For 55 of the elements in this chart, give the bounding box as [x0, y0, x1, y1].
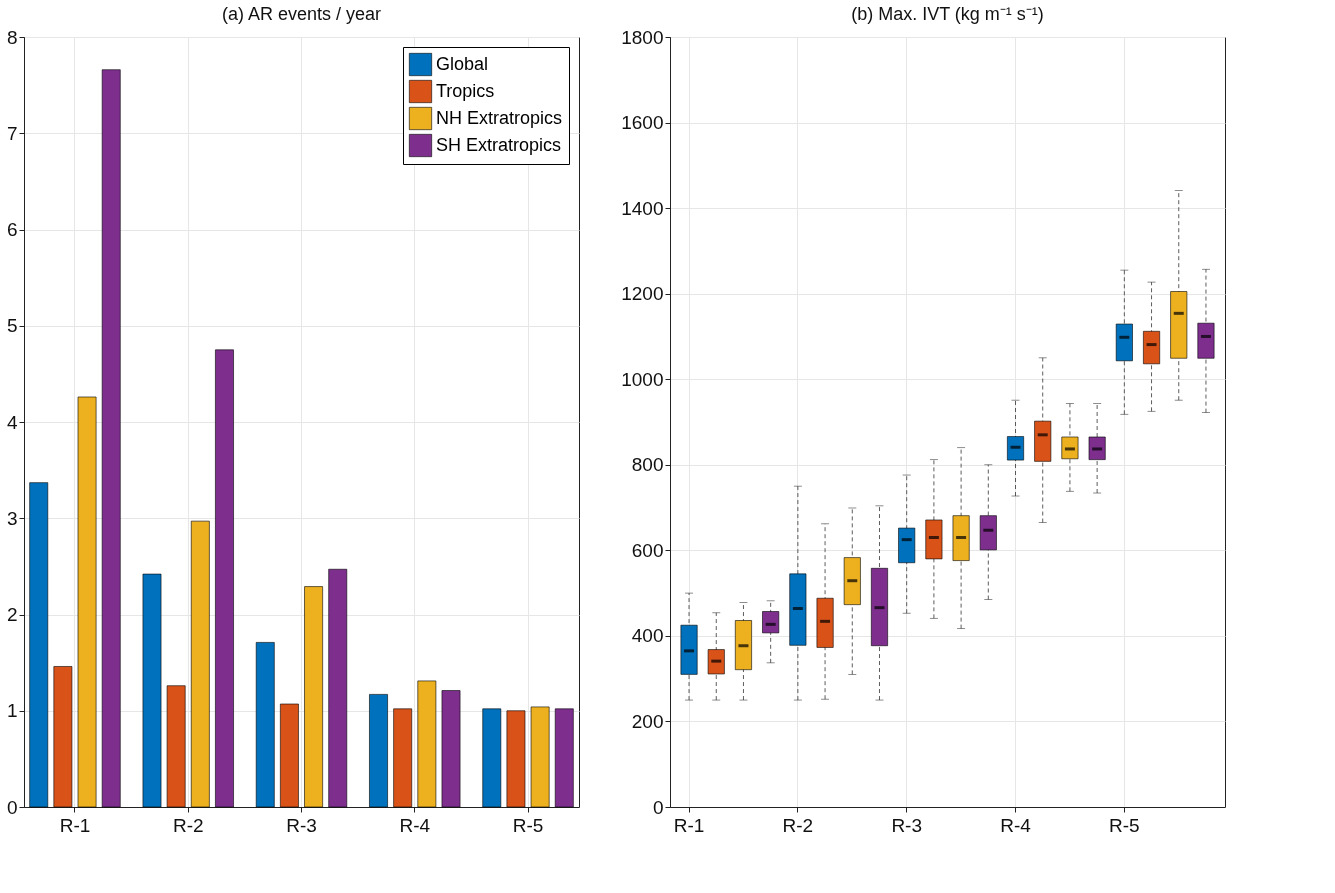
bar	[101, 69, 121, 808]
x-tick-label: R-4	[399, 814, 431, 836]
bar	[417, 680, 437, 808]
legend-label: Tropics	[436, 80, 495, 101]
y-tick-label: 600	[631, 539, 664, 561]
legend-label: SH Extratropics	[436, 134, 562, 155]
legend-label: Global	[436, 53, 489, 74]
bar	[142, 573, 162, 808]
y-tick-label: 1800	[621, 26, 664, 48]
bar	[554, 708, 574, 808]
y-tick-label: 1600	[621, 112, 664, 134]
bar	[53, 666, 73, 808]
bar	[190, 520, 210, 808]
bar	[29, 482, 49, 808]
bar	[482, 708, 502, 808]
bar	[369, 694, 388, 808]
y-tick-label: 8	[6, 26, 18, 48]
y-tick-label: 800	[631, 454, 664, 476]
bar	[506, 710, 526, 808]
y-tick-label: 5	[6, 315, 18, 337]
bar	[328, 568, 348, 808]
bar	[304, 586, 323, 808]
bar	[280, 703, 299, 808]
x-tick-label: R-1	[59, 814, 91, 836]
bar	[441, 690, 461, 808]
x-tick-label: R-5	[512, 814, 544, 836]
x-tick-label: R-3	[286, 814, 317, 836]
y-tick-label: 0	[652, 796, 664, 818]
x-tick-label: R-1	[673, 814, 705, 836]
y-tick-label: 1000	[621, 368, 664, 390]
x-tick-label: R-5	[1109, 814, 1140, 836]
y-tick-label: 1200	[621, 283, 664, 305]
legend-label: NH Extratropics	[436, 107, 563, 128]
y-tick-label: 2	[6, 604, 18, 625]
y-tick-label: 200	[631, 710, 664, 732]
chart-title: (a) AR events / year	[221, 4, 382, 24]
y-tick-label: 7	[6, 122, 18, 144]
y-tick-label: 400	[631, 625, 664, 647]
y-tick-label: 1400	[621, 197, 664, 219]
bar	[77, 396, 97, 808]
chart-title: (b) Max. IVT (kg m⁻¹ s⁻¹)	[851, 4, 1044, 24]
bar	[255, 642, 275, 808]
bar	[215, 349, 234, 808]
x-tick-label: R-3	[891, 814, 922, 836]
y-tick-label: 0	[6, 796, 18, 818]
y-tick-label: 3	[6, 507, 18, 529]
y-tick-label: 1	[6, 700, 18, 722]
y-tick-label: 6	[6, 219, 18, 240]
bar	[166, 685, 186, 808]
x-tick-label: R-2	[172, 814, 204, 836]
bar	[530, 706, 550, 808]
x-tick-label: R-4	[1000, 814, 1032, 836]
y-tick-label: 4	[6, 411, 18, 433]
bar	[393, 708, 413, 808]
x-tick-label: R-2	[782, 814, 814, 836]
